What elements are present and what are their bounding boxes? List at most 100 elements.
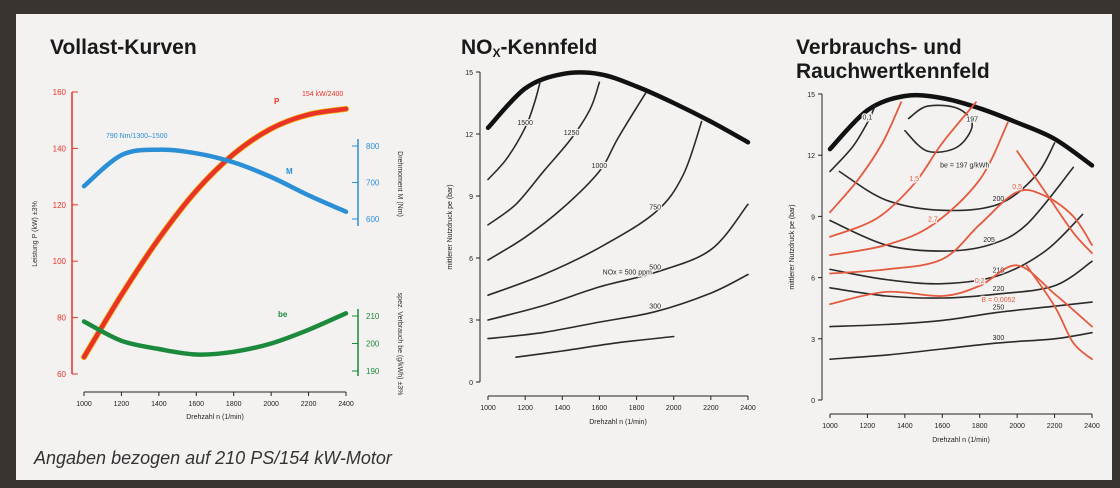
verbrauch-tick-label-x: 1600 — [934, 423, 950, 430]
tick-label-right-bottom: 190 — [366, 367, 380, 376]
verbrauch-smoke-isoline — [829, 264, 1093, 328]
tick-label-x-vollast: 1800 — [226, 401, 242, 408]
verbrauch-tick-label-y: 9 — [811, 214, 815, 221]
tick-label-left: 60 — [57, 370, 66, 379]
nox-tick-label-y: 9 — [469, 194, 473, 201]
nox-tick-label-y: 12 — [465, 132, 473, 139]
series-label-m: M — [286, 167, 293, 176]
nox-tick-label-x: 2200 — [703, 405, 719, 412]
verbrauch-isoline-label: 2,7 — [928, 217, 938, 224]
verbrauch-annotation-be: be = 197 g/kWh — [940, 162, 989, 169]
nox-isoline-label: 500 — [649, 264, 661, 271]
verbrauch-isoline — [829, 105, 876, 173]
tick-label-right-bottom: 210 — [366, 312, 380, 321]
tick-label-left: 80 — [57, 314, 66, 323]
nox-isoline-label: 1250 — [564, 130, 580, 137]
nox-contour-unit-label: NOx = 500 ppm — [603, 270, 652, 277]
nox-tick-label-y: 15 — [465, 70, 473, 77]
verbrauch-full-load-curve — [827, 92, 1095, 168]
verbrauch-isoline-label: 250 — [993, 304, 1005, 311]
verbrauch-annotation-smoke: B = 0,0052 — [981, 297, 1015, 304]
title-verbrauch-line1: Verbrauchs- und — [796, 36, 962, 59]
verbrauch-tick-label-x: 1800 — [972, 423, 988, 430]
nox-isoline — [515, 335, 675, 358]
verbrauch-tick-label-x: 2000 — [1009, 423, 1025, 430]
caption: Angaben bezogen auf 210 PS/154 kW-Motor — [34, 448, 392, 468]
series-label-be: be — [278, 310, 288, 319]
tick-label-left: 100 — [53, 257, 67, 266]
verbrauch-smoke-isoline — [829, 121, 1009, 257]
series-label-p: P — [274, 97, 280, 106]
verbrauch-smoke-isoline — [1016, 150, 1093, 254]
verbrauch-isoline — [904, 104, 974, 154]
verbrauch-isoline-label: 205 — [983, 237, 995, 244]
series-m-line — [81, 147, 349, 214]
tick-label-left: 140 — [53, 144, 67, 153]
nox-tick-label-x: 2000 — [666, 405, 682, 412]
title-nox-rest: -Kennfeld — [500, 36, 598, 59]
axis-label-x-vollast: Drehzahl n (1/min) — [186, 414, 244, 421]
annotation-torque-max: 790 Nm/1300–1500 — [106, 133, 168, 140]
tick-label-x-vollast: 1600 — [188, 401, 204, 408]
tick-label-right-top: 700 — [366, 179, 380, 188]
nox-isoline — [487, 91, 647, 261]
tick-label-right-top: 800 — [366, 142, 380, 151]
verbrauch-isoline — [829, 166, 1075, 252]
tick-label-right-bottom: 200 — [366, 340, 380, 349]
nox-tick-label-y: 6 — [469, 256, 473, 263]
verbrauch-tick-label-y: 6 — [811, 276, 815, 283]
verbrauch-isoline-label: 200 — [993, 196, 1005, 203]
verbrauch-tick-label-y: 15 — [807, 92, 815, 99]
verbrauch-smoke-isoline — [829, 101, 902, 214]
nox-full-load-curve — [485, 70, 751, 145]
nox-tick-label-y: 3 — [469, 318, 473, 325]
series-be-line — [81, 311, 349, 357]
title-nox: NOX-Kennfeld — [461, 36, 597, 65]
nox-isoline — [487, 120, 703, 296]
tick-label-x-vollast: 2400 — [338, 401, 354, 408]
nox-isoline-label: 750 — [649, 205, 661, 212]
verbrauch-tick-label-x: 2200 — [1047, 423, 1063, 430]
verbrauch-isoline-label: 300 — [993, 335, 1005, 342]
series-p-outline — [81, 105, 349, 361]
title-verbrauch: Verbrauchs- und Rauchwertkennfeld — [796, 36, 990, 84]
title-nox-sub: X — [492, 46, 501, 60]
nox-isoline-label: 1000 — [592, 163, 608, 170]
nox-tick-label-x: 1200 — [517, 405, 533, 412]
verbrauch-tick-label-y: 0 — [811, 398, 815, 405]
verbrauch-axis-label-y: mittlerer Nutzdruck pe (bar) — [789, 204, 796, 289]
tick-label-x-vollast: 1400 — [151, 401, 167, 408]
nox-isoline — [487, 81, 541, 181]
verbrauch-isoline — [829, 213, 1084, 285]
verbrauch-smoke-isoline — [829, 189, 1093, 275]
tick-label-x-vollast: 1200 — [114, 401, 130, 408]
tick-label-left: 160 — [53, 88, 67, 97]
verbrauch-isoline — [838, 142, 1056, 212]
tick-label-left: 120 — [53, 201, 67, 210]
verbrauch-isoline-label: 210 — [993, 268, 1005, 275]
verbrauch-axis-label-x: Drehzahl n (1/min) — [932, 437, 990, 444]
verbrauch-tick-label-x: 1400 — [897, 423, 913, 430]
tick-label-x-vollast: 2000 — [263, 401, 279, 408]
verbrauch-tick-label-y: 3 — [811, 337, 815, 344]
nox-axis-label-x: Drehzahl n (1/min) — [589, 419, 647, 426]
nox-tick-label-y: 0 — [469, 380, 473, 387]
verbrauch-isoline — [829, 260, 1093, 299]
nox-tick-label-x: 1400 — [554, 405, 570, 412]
nox-isoline-label: 1500 — [517, 120, 533, 127]
verbrauch-isoline — [829, 301, 1093, 328]
verbrauch-isoline — [829, 331, 1093, 360]
verbrauch-isoline-label: 0,5 — [1012, 184, 1022, 191]
nox-axis-label-y: mittlerer Nutzdruck pe (bar) — [447, 184, 454, 269]
title-vollast: Vollast-Kurven — [50, 36, 197, 59]
nox-tick-label-x: 1000 — [480, 405, 496, 412]
verbrauch-tick-label-x: 2400 — [1084, 423, 1100, 430]
nox-isoline — [487, 81, 601, 226]
verbrauch-isoline-label: 0,2 — [975, 278, 985, 285]
verbrauch-tick-label-x: 1000 — [822, 423, 838, 430]
title-nox-main: NO — [461, 36, 493, 59]
verbrauch-smoke-isoline — [1025, 264, 1093, 361]
tick-label-x-vollast: 1000 — [76, 401, 92, 408]
verbrauch-isoline-label: 197 — [966, 117, 978, 124]
